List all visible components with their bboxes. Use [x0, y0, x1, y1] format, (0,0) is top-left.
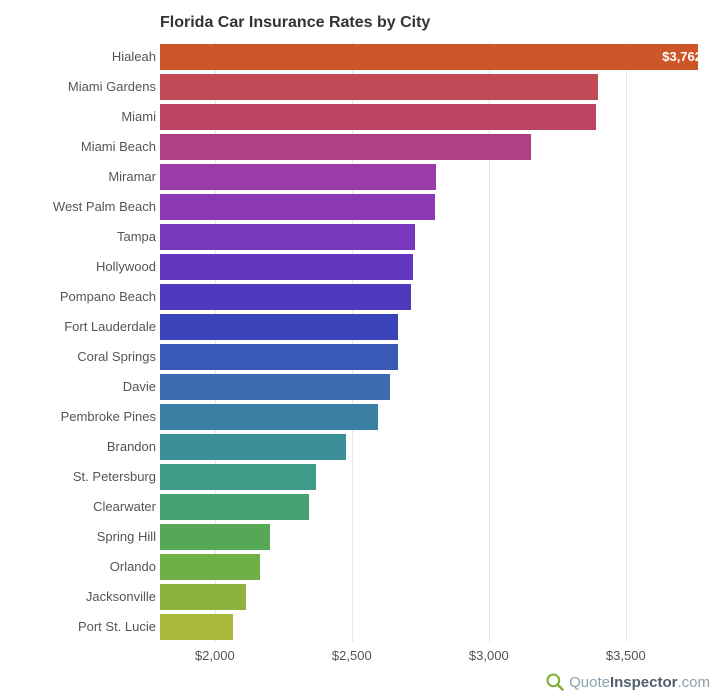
y-axis-label: Spring Hill	[6, 522, 156, 552]
bar	[160, 314, 398, 340]
bar-value-label: $2,641	[472, 374, 702, 400]
y-axis-label: Orlando	[6, 552, 156, 582]
bar	[160, 284, 411, 310]
bar-value-label: $3,153	[331, 134, 702, 160]
bar-value-label: $2,808	[426, 164, 702, 190]
bar-row: $2,803	[160, 192, 708, 222]
y-axis-label: Miramar	[6, 162, 156, 192]
bar	[160, 584, 246, 610]
y-axis-label: Port St. Lucie	[6, 612, 156, 642]
bar	[160, 554, 260, 580]
bar-row: $2,067	[160, 612, 708, 642]
y-axis-label: Miami Beach	[6, 132, 156, 162]
bar-row: $3,153	[160, 132, 708, 162]
bar-value-label: $2,114	[616, 584, 702, 610]
y-axis-label: Fort Lauderdale	[6, 312, 156, 342]
bar	[160, 254, 413, 280]
bar-row: $2,596	[160, 402, 708, 432]
bar-row: $2,114	[160, 582, 708, 612]
bar-value-label: $2,067	[629, 614, 702, 640]
bar-value-label: $2,668	[464, 344, 702, 370]
bar-row: $2,725	[160, 252, 708, 282]
bar	[160, 464, 316, 490]
chart-plot-area: $3,762 $3,397 $3,392 $3,153 $2,808 $2,803 $2,7…	[160, 42, 708, 642]
x-axis-tick-label: $3,500	[606, 648, 646, 663]
bar-value-label: $2,716	[451, 284, 702, 310]
bar-value-label: $2,803	[427, 194, 702, 220]
bar	[160, 194, 435, 220]
y-axis-label: Brandon	[6, 432, 156, 462]
bar-value-label: $2,732	[447, 224, 702, 250]
y-axis-label: Jacksonville	[6, 582, 156, 612]
y-axis-label: Miami Gardens	[6, 72, 156, 102]
bar	[160, 524, 270, 550]
bar-row: $2,808	[160, 162, 708, 192]
y-axis-label: Pembroke Pines	[6, 402, 156, 432]
y-axis-label: Hollywood	[6, 252, 156, 282]
bar-value-label: $2,725	[449, 254, 702, 280]
bar-row: $2,641	[160, 372, 708, 402]
bar	[160, 494, 309, 520]
bar-value-label: $2,166	[602, 554, 702, 580]
bar-row: $2,668	[160, 342, 708, 372]
bar-row: $2,716	[160, 282, 708, 312]
y-axis-label: Hialeah	[6, 42, 156, 72]
y-axis-label: St. Petersburg	[6, 462, 156, 492]
y-axis-label: Coral Springs	[6, 342, 156, 372]
footer-attribution: QuoteInspector.com	[545, 672, 710, 692]
footer-brand: QuoteInspector.com	[569, 674, 710, 691]
bar	[160, 224, 415, 250]
bar-value-label: $2,369	[546, 464, 702, 490]
bar	[160, 344, 398, 370]
x-axis-tick-label: $3,000	[469, 648, 509, 663]
bar-value-label: $3,762	[164, 44, 702, 70]
bar-value-label: $2,200	[592, 524, 702, 550]
y-axis-label: Pompano Beach	[6, 282, 156, 312]
bar	[160, 614, 233, 640]
bar-row: $2,369	[160, 462, 708, 492]
bar-value-label: $2,669	[464, 314, 702, 340]
y-axis-label: West Palm Beach	[6, 192, 156, 222]
bar-value-label: $3,392	[266, 104, 702, 130]
bar-row: $3,397	[160, 72, 708, 102]
bar-row: $3,392	[160, 102, 708, 132]
bar-row: $2,669	[160, 312, 708, 342]
bar-row: $2,166	[160, 552, 708, 582]
x-axis-tick-label: $2,500	[332, 648, 372, 663]
bar	[160, 434, 346, 460]
bar-value-label: $2,596	[484, 404, 702, 430]
y-axis-label: Miami	[6, 102, 156, 132]
bar-value-label: $2,343	[553, 494, 702, 520]
bar	[160, 164, 436, 190]
bar-row: $2,343	[160, 492, 708, 522]
y-axis-label: Clearwater	[6, 492, 156, 522]
bar	[160, 374, 390, 400]
bar-value-label: $3,397	[264, 74, 702, 100]
bar-row: $2,732	[160, 222, 708, 252]
bar	[160, 404, 378, 430]
x-axis-tick-label: $2,000	[195, 648, 235, 663]
bar-row: $2,479	[160, 432, 708, 462]
y-axis-label: Davie	[6, 372, 156, 402]
y-axis-label: Tampa	[6, 222, 156, 252]
bar-value-label: $2,479	[516, 434, 702, 460]
chart-title: Florida Car Insurance Rates by City	[160, 14, 430, 32]
bar-row: $3,762	[160, 42, 708, 72]
bar-row: $2,200	[160, 522, 708, 552]
magnifier-icon	[545, 672, 565, 692]
